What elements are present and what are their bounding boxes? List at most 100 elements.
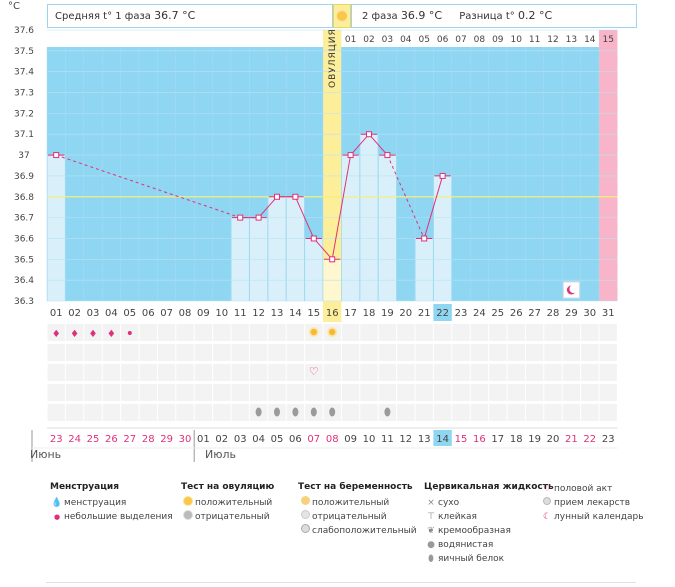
mark-cell <box>121 344 139 361</box>
mark-cell <box>65 404 84 421</box>
temp-line-segment <box>331 154 352 260</box>
test-positive-icon <box>310 328 317 336</box>
legend-label: менструация <box>64 498 127 508</box>
cycle-day-label: 01 <box>50 308 63 319</box>
mark-cell <box>231 324 249 341</box>
calendar-date: 21 <box>565 434 578 445</box>
cycle-day-label: 28 <box>547 308 560 319</box>
cycle-day-label: 20 <box>399 308 412 319</box>
blood-drops-icon: ♦ <box>52 329 61 340</box>
temp-point <box>274 193 280 200</box>
legend-label: клейкая <box>438 512 477 522</box>
legend-title: Тест на овуляцию <box>181 482 275 492</box>
mark-cell <box>415 344 433 361</box>
mark-cell <box>176 404 194 421</box>
phase2-day-label: 10 <box>510 35 522 45</box>
blood-drops-icon: ♦ <box>89 329 98 340</box>
temp-bar <box>286 196 305 301</box>
temp-line-segment <box>350 133 370 156</box>
mark-cell <box>194 344 213 361</box>
mark-cell <box>378 324 397 341</box>
temp-line-segment <box>258 196 278 218</box>
mark-cell <box>507 344 525 361</box>
legend-item: × сухо <box>424 496 554 510</box>
mark-cell <box>507 384 525 401</box>
temp-line-segment <box>313 238 333 260</box>
mark-cell <box>194 384 213 401</box>
mark-cell <box>452 404 470 421</box>
mark-cell <box>397 384 415 401</box>
diff-value: 0.2 °C <box>517 9 553 22</box>
mark-cell <box>249 324 268 341</box>
cycle-day-label: 04 <box>105 308 118 319</box>
preg-negative-icon <box>298 510 312 524</box>
y-tick-label: 37.3 <box>14 89 34 99</box>
mark-cell <box>268 384 286 401</box>
egg-white-icon <box>384 407 391 417</box>
mark-cell <box>415 364 433 381</box>
mark-cell <box>507 404 525 421</box>
temp-bar <box>305 238 323 301</box>
mark-cell <box>84 324 102 341</box>
mark-cell <box>341 324 360 341</box>
calendar-date: 02 <box>215 434 228 445</box>
temp-point <box>237 214 244 221</box>
legend-label: прием лекарств <box>554 498 631 508</box>
mark-cell <box>360 324 378 341</box>
mark-cell <box>378 344 397 361</box>
temp-line-segment <box>294 196 315 239</box>
mark-cell <box>507 364 525 381</box>
mark-cell <box>286 344 305 361</box>
phase2-day-label: 12 <box>547 35 558 45</box>
month-label-july: Июль <box>205 448 237 461</box>
phase2-value: 36.9 °C <box>400 9 443 22</box>
mark-cell <box>176 364 194 381</box>
mark-cell <box>231 364 249 381</box>
temp-point <box>292 193 299 200</box>
preg-positive-icon <box>298 496 312 510</box>
mark-cell <box>102 364 121 381</box>
mark-cell <box>65 364 84 381</box>
mark-cell <box>562 364 581 381</box>
egg-white-icon <box>255 407 262 417</box>
temp-point <box>329 256 336 263</box>
legend-other: ♡ половой акт прием лекарств ☾ лунный кале… <box>540 482 644 524</box>
calendar-date: 01 <box>197 434 210 445</box>
legend-item: ⬮ яичный белок <box>424 552 554 566</box>
phase2-day-label: 15 <box>602 35 613 45</box>
calendar-date: 28 <box>142 434 155 445</box>
mark-cell <box>213 384 231 401</box>
mark-cell <box>102 384 121 401</box>
mark-cell <box>397 404 415 421</box>
cycle-day-label: 16 <box>326 308 339 319</box>
legend-label: яичный белок <box>438 554 505 564</box>
phase2-day-label: 09 <box>492 35 504 45</box>
legend-label: половой акт <box>554 484 613 494</box>
mark-cell <box>525 384 544 401</box>
legend-item: ☾ лунный календарь <box>540 510 644 524</box>
temp-bar <box>341 155 360 301</box>
mark-cell <box>415 324 433 341</box>
mark-cell <box>544 384 562 401</box>
mark-cell <box>231 404 249 421</box>
phase2-day-label: 07 <box>455 35 466 45</box>
cycle-day-label: 19 <box>381 308 394 319</box>
bbt-chart: 37.6 37.5 37.4 37.3 37.2 37.1 37 36.9 36.8 36.7 36… <box>8 1 618 462</box>
mark-cell <box>157 324 176 341</box>
mark-cell <box>599 364 617 381</box>
calendar-date: 20 <box>547 434 560 445</box>
mark-cell <box>452 384 470 401</box>
cycle-day-label: 12 <box>252 308 265 319</box>
mark-cell <box>84 384 102 401</box>
legend-item: отрицательный <box>298 510 417 524</box>
y-tick-label: 36.7 <box>14 214 34 224</box>
y-tick-label: 37.2 <box>14 109 34 119</box>
y-tick-label: 36.8 <box>14 193 34 203</box>
mark-cell <box>65 344 84 361</box>
mark-cell <box>489 344 507 361</box>
mark-cell <box>452 344 470 361</box>
temp-bar <box>378 155 397 301</box>
calendar-date: 15 <box>455 434 468 445</box>
preg-weak-icon <box>298 524 312 538</box>
mark-cell <box>525 404 544 421</box>
